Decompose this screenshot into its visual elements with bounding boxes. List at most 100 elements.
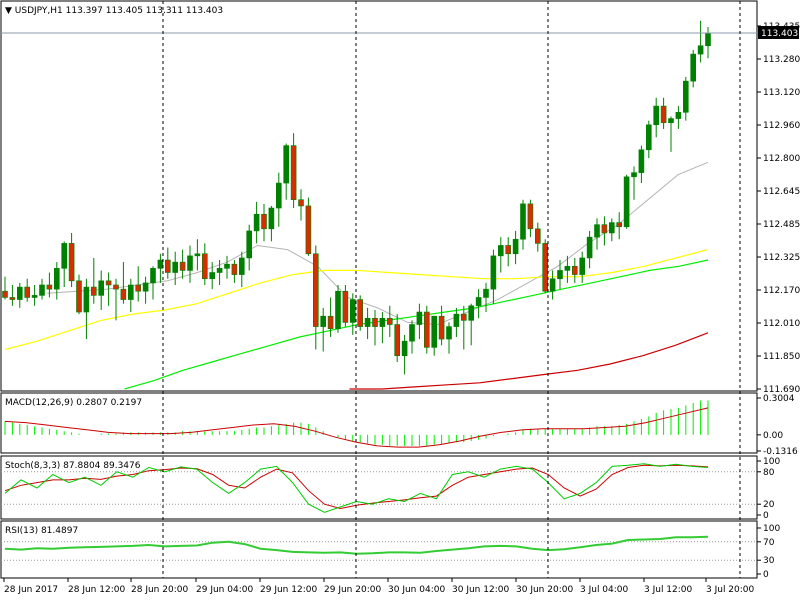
macd-plot — [4, 400, 709, 448]
candle-body — [298, 199, 304, 207]
candle-body — [349, 299, 356, 323]
moving-average-line — [349, 332, 709, 390]
candle-body — [579, 257, 586, 275]
time-tick-label: 28 Jun 2017 — [4, 585, 58, 595]
macd-signal-line — [4, 407, 709, 448]
candle-body — [283, 145, 290, 184]
candle-body — [172, 261, 178, 273]
candle-body — [165, 259, 171, 273]
candle-body — [246, 230, 252, 259]
candle-body — [616, 222, 623, 228]
candle-body — [91, 286, 97, 296]
time-tick-label: 28 Jun 20:00 — [131, 585, 188, 595]
candle-body — [416, 311, 423, 325]
candle-body — [239, 257, 245, 275]
candle-body — [142, 282, 149, 292]
osc-tick-label: 0 — [763, 511, 769, 521]
osc-tick-label: 80 — [763, 468, 775, 478]
candle-body — [638, 149, 645, 173]
candle-body — [335, 290, 341, 329]
time-tick-label: 3 Jul 20:00 — [706, 585, 755, 595]
candle-body — [135, 284, 141, 292]
candle-body — [327, 315, 334, 329]
osc-tick-label: 0 — [763, 570, 769, 580]
candle-body — [423, 311, 430, 348]
time-tick-label: 3 Jul 04:00 — [580, 585, 629, 595]
candle-body — [401, 340, 408, 357]
macd-title: MACD(12,26,9) 0.2807 0.2197 — [5, 398, 142, 408]
candle-body — [202, 253, 208, 280]
candle-body — [660, 105, 667, 124]
macd-axis: 0.3004 0.00 -0.1316 — [757, 394, 798, 457]
candle-body — [231, 263, 238, 275]
candle-body — [150, 268, 156, 284]
time-tick-label: 29 Jun 12:00 — [260, 585, 317, 595]
candle-body — [431, 315, 438, 348]
candle-body — [386, 317, 393, 325]
price-tick-label: 111.850 — [763, 352, 800, 362]
candle-body — [608, 222, 615, 234]
moving-average-line — [4, 249, 709, 351]
price-tick-label: 112.960 — [763, 121, 800, 131]
macd-tick-label: 0.00 — [763, 431, 783, 441]
macd-tick-label: 0.3004 — [763, 394, 795, 404]
candle-body — [39, 284, 45, 296]
osc-tick-label: 100 — [763, 524, 780, 534]
candle-body — [653, 105, 660, 126]
candle-body — [305, 205, 312, 255]
candle-body — [357, 299, 364, 327]
osc-tick-label: 20 — [763, 500, 775, 510]
candle-body — [312, 253, 319, 327]
candle-body — [179, 261, 186, 271]
candle-body — [557, 270, 563, 280]
candle-body — [520, 203, 526, 240]
candle-body — [512, 238, 519, 255]
session-separators — [162, 1, 741, 578]
candle-body — [105, 280, 112, 286]
candle-body — [446, 326, 452, 340]
time-tick-label: 29 Jun 20:00 — [324, 585, 381, 595]
candle-body — [364, 317, 371, 327]
candle-body — [645, 124, 652, 151]
candle-body — [564, 265, 571, 271]
candle-body — [527, 203, 534, 230]
candle-body — [475, 297, 482, 307]
osc-tick-label: 30 — [763, 556, 775, 566]
candle-body — [586, 236, 593, 259]
candle-body — [120, 288, 127, 300]
osc-tick-label: 70 — [763, 538, 775, 548]
candle-body — [505, 245, 512, 255]
price-tick-label: 112.645 — [763, 187, 800, 197]
candle-body — [290, 145, 297, 200]
time-tick-label: 30 Jun 04:00 — [388, 585, 445, 595]
candle-body — [453, 313, 460, 327]
candle-body — [690, 53, 697, 82]
candle-body — [534, 228, 541, 244]
price-tick-label: 112.800 — [763, 154, 800, 164]
candle-body — [275, 182, 282, 209]
candle-body — [224, 263, 230, 269]
candle-body — [594, 224, 600, 238]
candle-body — [61, 243, 68, 269]
time-tick-label: 3 Jul 12:00 — [644, 585, 693, 595]
price-tick-label: 112.485 — [763, 220, 800, 230]
candle-body — [268, 207, 275, 230]
time-tick-label: 28 Jun 12:00 — [68, 585, 125, 595]
candle-body — [438, 315, 445, 340]
header-symbol: USDJPY,H1 — [15, 6, 63, 16]
moving-average-line — [124, 259, 709, 390]
candle-body — [253, 213, 260, 232]
candle-body — [194, 253, 201, 257]
rsi-axis: 100 70 30 0 — [757, 524, 780, 580]
current-price-label: 113.403 — [761, 29, 798, 39]
candle-body — [631, 172, 637, 178]
header-marker-icon: ▼ — [5, 6, 12, 16]
price-tick-label: 112.325 — [763, 253, 800, 263]
price-axis: 113.435113.280113.120112.960112.800112.6… — [757, 22, 800, 395]
candle-body — [157, 259, 164, 269]
candle-body — [76, 280, 82, 313]
candle-body — [675, 112, 682, 119]
candle-body — [571, 265, 578, 275]
candle-body — [9, 297, 16, 300]
